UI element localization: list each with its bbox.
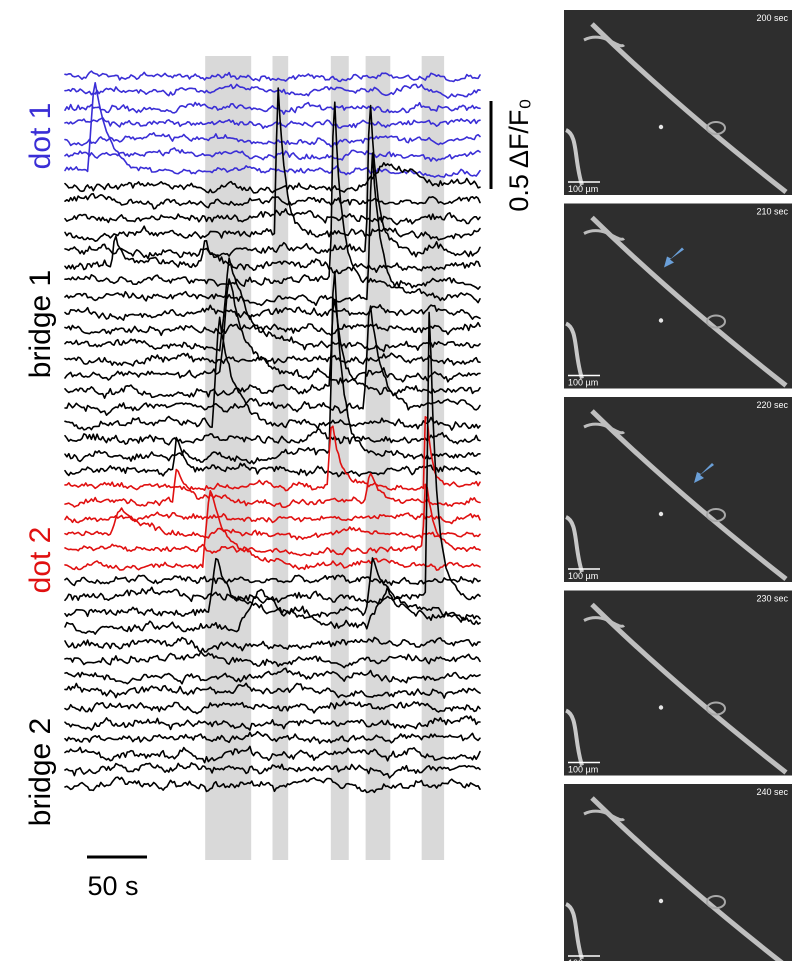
group-label-bridge2: bridge 2 (24, 718, 57, 826)
image-frame: 220 sec 100 µm (564, 397, 792, 582)
cell-cluster (564, 321, 584, 380)
trace-bridge-6 (64, 101, 481, 290)
trace-bridge-10 (64, 257, 481, 353)
trace-bridge-18 (64, 436, 481, 478)
cell-cluster (564, 902, 584, 960)
arrow-indicator (694, 463, 714, 483)
frame-scale-label: 100 µm (568, 184, 598, 194)
trace-bridge-17 (64, 270, 481, 465)
trace-stack (64, 70, 481, 794)
trace-dot1-2 (64, 101, 481, 115)
image-frame: 200 sec 100 µm (564, 10, 792, 195)
trace-bridge-27 (64, 700, 481, 715)
bright-dot (658, 124, 664, 130)
frame-scale-label: 100 µm (568, 378, 598, 388)
trace-bridge-20 (64, 311, 481, 605)
trace-bridge-30 (64, 745, 481, 764)
frame-scale-label: 100 µm (568, 571, 598, 581)
stim-band (272, 56, 289, 860)
trace-bridge-16 (64, 428, 481, 446)
trace-bridge-32 (64, 776, 481, 794)
trace-bridge-23 (64, 636, 481, 653)
trace-dot1-6 (64, 82, 481, 178)
frame-time-label: 220 sec (756, 400, 788, 410)
group-label-dot1: dot 1 (24, 103, 57, 170)
group-label-bridge1: bridge 1 (24, 270, 57, 378)
trace-bridge-13 (64, 298, 481, 399)
trace-bridge-7 (64, 152, 481, 307)
bright-dot (658, 318, 664, 323)
cell-blob (706, 121, 726, 135)
frame-time-label: 240 sec (756, 787, 788, 797)
trace-bridge-29 (64, 730, 481, 745)
trace-bridge-2 (64, 208, 481, 226)
trace-bridge-24 (64, 650, 481, 669)
trace-dot2-3 (64, 507, 481, 541)
trace-dot2-4 (64, 483, 481, 557)
cell-cluster (564, 128, 584, 186)
trace-bridge-22 (64, 585, 481, 635)
trace-dot2-0 (64, 416, 481, 492)
frame-time-label: 230 sec (756, 594, 788, 604)
trace-dot2-2 (64, 511, 481, 525)
trace-bridge-25 (64, 667, 481, 685)
cell-blob (706, 701, 726, 716)
trace-bridge-26 (64, 682, 481, 699)
bright-dot (658, 705, 664, 710)
amplitude-scale-label: 0.5 ΔF/F₀ (504, 98, 534, 211)
trace-bridge-12 (64, 278, 481, 385)
fiber-branch (583, 809, 626, 822)
image-frame: 240 sec 100 µm (564, 784, 792, 961)
cell-cluster (564, 515, 584, 573)
trace-bridge-11 (64, 352, 481, 367)
trace-dot1-3 (64, 116, 481, 130)
frame-scale-label: 100 µm (568, 765, 598, 775)
fiber-branch (583, 35, 626, 48)
bright-dot (658, 898, 664, 904)
frame-background (564, 784, 792, 961)
bright-dot (658, 511, 664, 517)
frame-time-label: 210 sec (756, 207, 788, 217)
time-scale-label: 50 s (87, 871, 138, 901)
trace-bridge-31 (64, 762, 481, 779)
group-label-dot2: dot 2 (24, 527, 57, 594)
trace-bridge-28 (64, 715, 481, 731)
trace-bridge-1 (64, 193, 481, 210)
frame-time-label: 200 sec (756, 13, 788, 23)
cell-blob (706, 895, 726, 909)
trace-dot2-5 (64, 490, 481, 571)
image-frame: 230 sec 100 µm (564, 590, 792, 776)
cell-blob (706, 314, 726, 329)
trace-dot1-4 (64, 132, 481, 148)
arrow-indicator (664, 247, 684, 268)
stimulus-bands (205, 56, 445, 860)
trace-bridge-9 (64, 321, 481, 337)
cell-cluster (564, 708, 584, 767)
trace-bridge-8 (64, 304, 481, 321)
cell-blob (706, 508, 726, 522)
image-frame: 210 sec 100 µm (564, 203, 792, 389)
frame-scale-label: 100 µm (568, 958, 598, 961)
fiber-branch (583, 616, 626, 628)
trace-bridge-19 (64, 574, 481, 587)
trace-bridge-21 (64, 557, 481, 621)
trace-dot2-1 (64, 468, 481, 509)
trace-bridge-14 (64, 305, 481, 416)
fiber-branch (583, 229, 626, 241)
fiber-branch (583, 422, 626, 435)
trace-dot1-0 (64, 70, 481, 83)
trace-bridge-0 (64, 162, 481, 194)
trace-bridge-3 (64, 87, 481, 242)
trace-bridge-15 (64, 316, 481, 431)
trace-dot1-5 (64, 147, 481, 162)
trace-bridge-4 (64, 104, 481, 260)
trace-bridge-5 (64, 235, 481, 275)
trace-dot1-1 (64, 83, 481, 99)
